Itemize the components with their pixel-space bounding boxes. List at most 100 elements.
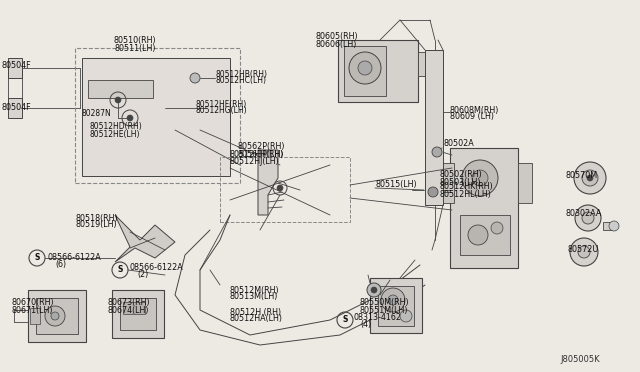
Circle shape: [468, 225, 488, 245]
Bar: [88, 80, 153, 98]
Circle shape: [578, 246, 590, 258]
Text: J805005K: J805005K: [560, 356, 600, 365]
Bar: [418, 52, 432, 76]
Bar: [344, 46, 386, 96]
Text: 80302AA: 80302AA: [566, 208, 602, 218]
Text: S: S: [117, 266, 123, 275]
Bar: [518, 163, 532, 203]
Bar: [8, 98, 22, 118]
Circle shape: [381, 288, 405, 312]
Bar: [36, 298, 78, 334]
Circle shape: [367, 283, 381, 297]
Circle shape: [115, 97, 121, 103]
Bar: [112, 290, 164, 338]
Circle shape: [51, 312, 59, 320]
Bar: [378, 286, 414, 326]
Text: 80512HA(LH): 80512HA(LH): [230, 314, 283, 324]
Text: 80504F: 80504F: [2, 61, 31, 70]
Bar: [8, 58, 22, 78]
Bar: [82, 58, 230, 176]
Circle shape: [575, 205, 601, 231]
Text: 80512HB(RH): 80512HB(RH): [215, 70, 267, 78]
Text: S: S: [35, 253, 40, 263]
Text: 80512HD(RH): 80512HD(RH): [90, 122, 143, 131]
Text: 80512H (RH): 80512H (RH): [230, 308, 281, 317]
Text: 80513M(LH): 80513M(LH): [230, 292, 278, 301]
Text: 80515(LH): 80515(LH): [375, 180, 417, 189]
Text: 80608M(RH): 80608M(RH): [450, 106, 499, 115]
Circle shape: [587, 175, 593, 181]
Text: 80512M(RH): 80512M(RH): [230, 285, 280, 295]
Bar: [440, 163, 454, 203]
Text: 08566-6122A: 08566-6122A: [130, 263, 184, 272]
Text: 80512HH(RH): 80512HH(RH): [230, 151, 285, 160]
Text: 80606(LH): 80606(LH): [315, 39, 356, 48]
Circle shape: [190, 73, 200, 83]
Text: 80512HE(LH): 80512HE(LH): [90, 129, 141, 138]
Text: 80551M(LH): 80551M(LH): [360, 305, 408, 314]
Bar: [450, 148, 518, 268]
Circle shape: [570, 238, 598, 266]
Bar: [75, 48, 240, 183]
Text: 80609 (LH): 80609 (LH): [450, 112, 494, 122]
Circle shape: [609, 221, 619, 231]
Text: 80512HF(RH): 80512HF(RH): [195, 99, 246, 109]
Circle shape: [358, 61, 372, 75]
Text: 80510(RH): 80510(RH): [114, 35, 156, 45]
Circle shape: [277, 185, 283, 191]
Text: (2): (2): [137, 269, 148, 279]
Circle shape: [127, 115, 133, 121]
Bar: [220, 157, 350, 222]
Bar: [28, 290, 86, 342]
Text: 80512HL(LH): 80512HL(LH): [440, 189, 492, 199]
Text: 80503(LH): 80503(LH): [440, 177, 481, 186]
Text: 08313-41625: 08313-41625: [353, 314, 406, 323]
Text: 80502A: 80502A: [443, 138, 474, 148]
Circle shape: [472, 170, 488, 186]
Circle shape: [462, 160, 498, 196]
Text: 80572U: 80572U: [568, 246, 600, 254]
Text: 80519(LH): 80519(LH): [75, 221, 116, 230]
Polygon shape: [258, 150, 278, 215]
Text: (4): (4): [360, 321, 371, 330]
Text: 80673(RH): 80673(RH): [108, 298, 150, 308]
Text: 80512HG(LH): 80512HG(LH): [195, 106, 246, 115]
Circle shape: [349, 52, 381, 84]
Text: 80287N: 80287N: [82, 109, 112, 118]
Text: 80502(RH): 80502(RH): [440, 170, 483, 180]
Text: 80550M(RH): 80550M(RH): [360, 298, 410, 308]
Text: 08566-6122A: 08566-6122A: [48, 253, 102, 262]
Bar: [123, 302, 145, 314]
Text: 80671(LH): 80671(LH): [12, 305, 54, 314]
Circle shape: [371, 287, 377, 293]
Circle shape: [428, 187, 438, 197]
Circle shape: [400, 310, 412, 322]
Text: 80511(LH): 80511(LH): [115, 44, 156, 52]
Text: S: S: [342, 315, 348, 324]
Bar: [425, 50, 443, 205]
Text: 80674(LH): 80674(LH): [108, 305, 150, 314]
Text: 80562P(RH): 80562P(RH): [237, 142, 285, 151]
Text: 80512HJ(LH): 80512HJ(LH): [230, 157, 280, 167]
Bar: [370, 278, 422, 333]
Circle shape: [491, 222, 503, 234]
Bar: [460, 215, 510, 255]
Circle shape: [582, 170, 598, 186]
Circle shape: [574, 162, 606, 194]
Text: 80512HC(LH): 80512HC(LH): [215, 77, 266, 86]
Circle shape: [45, 306, 65, 326]
Text: 80504F: 80504F: [2, 103, 31, 112]
Circle shape: [432, 147, 442, 157]
Text: 80605(RH): 80605(RH): [315, 32, 358, 42]
Bar: [603, 222, 615, 230]
Text: 80570M: 80570M: [566, 170, 598, 180]
Circle shape: [582, 212, 594, 224]
Text: (6): (6): [55, 260, 66, 269]
Text: 80563P(LH): 80563P(LH): [237, 150, 284, 158]
Text: 80512HK(RH): 80512HK(RH): [440, 183, 493, 192]
Bar: [30, 308, 40, 324]
Circle shape: [388, 295, 398, 305]
Text: 80670(RH): 80670(RH): [12, 298, 54, 308]
Bar: [338, 40, 418, 102]
Polygon shape: [115, 215, 175, 262]
